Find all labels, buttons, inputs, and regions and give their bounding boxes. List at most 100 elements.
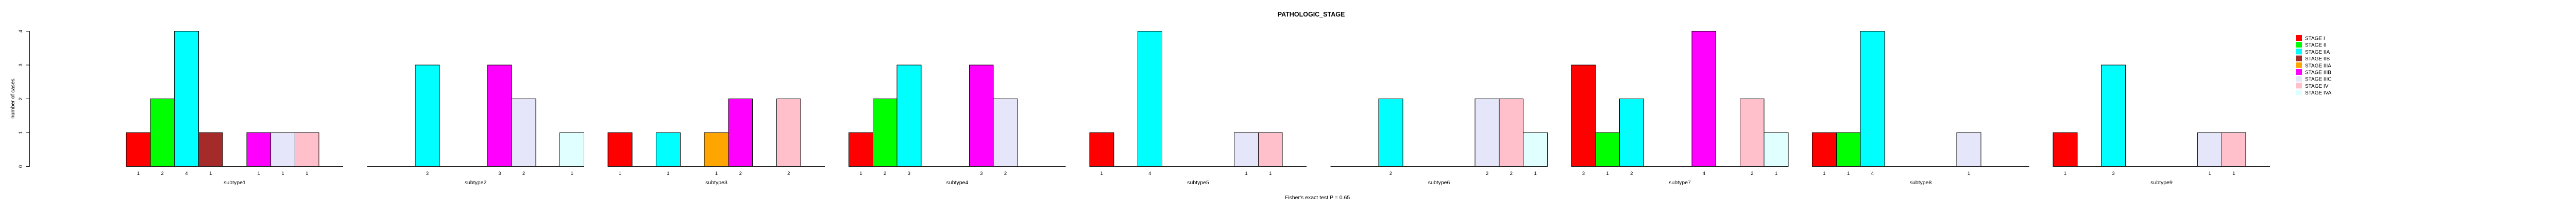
- bar-count-label: 1: [1245, 171, 1247, 176]
- bar-count-label: 2: [1389, 171, 1392, 176]
- legend-swatch-stage-iiia: [2296, 62, 2302, 68]
- bar-count-label: 1: [2232, 171, 2235, 176]
- bar-subtype1-stage-iv: [294, 132, 319, 167]
- bar-subtype8-stage-i: [1812, 132, 1837, 167]
- bar-subtype2-stage-iia: [415, 65, 440, 167]
- bar-count-label: 2: [1630, 171, 1633, 176]
- legend-swatch-stage-iib: [2296, 55, 2302, 61]
- bar-subtype5-stage-iia: [1138, 31, 1162, 167]
- bar-subtype5-stage-i: [1089, 132, 1114, 167]
- legend-swatch-stage-iia: [2296, 49, 2302, 55]
- bar-count-label: 3: [498, 171, 501, 176]
- bar-subtype7-stage-iia: [1619, 99, 1644, 167]
- bar-subtype9-stage-iia: [2101, 65, 2126, 167]
- bar-count-label: 2: [161, 171, 164, 176]
- bar-count-label: 2: [1751, 171, 1753, 176]
- x-axis-group-label: subtype3: [705, 180, 727, 186]
- bar-count-label: 2: [1486, 171, 1488, 176]
- bar-count-label: 3: [2112, 171, 2114, 176]
- bar-subtype7-stage-ii: [1595, 132, 1620, 167]
- bar-count-label: 1: [2064, 171, 2066, 176]
- bar-count-label: 4: [1871, 171, 1874, 176]
- bar-count-label: 1: [1823, 171, 1825, 176]
- chart-title: PATHOLOGIC_STAGE: [1278, 11, 1345, 18]
- bar-count-label: 1: [281, 171, 284, 176]
- bar-group-subtype3: 1 1 1 2 2 subtype3: [607, 99, 825, 186]
- x-axis-group-label: subtype7: [1669, 180, 1691, 186]
- bar-group-subtype6: 2 2 2 1 subtype6: [1330, 99, 1548, 186]
- fisher-test-caption: Fisher's exact test P = 0.65: [1285, 195, 1350, 201]
- bar-subtype1-stage-iiic: [270, 132, 295, 167]
- bar-count-label: 2: [1004, 171, 1007, 176]
- bar-subtype3-stage-iv: [776, 99, 801, 167]
- legend-swatch-stage-iva: [2296, 89, 2302, 95]
- bar-count-label: 3: [426, 171, 429, 176]
- bar-group-subtype1: 1 2 4 1 1 1 1 subtype1: [126, 31, 343, 186]
- legend-label-stage-iv: STAGE IV: [2305, 84, 2329, 89]
- bar-count-label: 2: [884, 171, 886, 176]
- bar-subtype9-stage-iiic: [2197, 132, 2222, 167]
- x-axis-group-label: subtype8: [1910, 180, 1932, 186]
- bar-group-subtype8: 1 1 4 1 subtype8: [1812, 31, 2029, 186]
- bar-subtype8-stage-iia: [1860, 31, 1885, 167]
- bar-count-label: 1: [258, 171, 260, 176]
- bar-count-label: 1: [209, 171, 212, 176]
- legend-label-stage-i: STAGE I: [2305, 36, 2325, 42]
- bar-count-label: 1: [667, 171, 669, 176]
- bar-subtype3-stage-i: [607, 132, 633, 167]
- bar-count-label: 1: [570, 171, 573, 176]
- bar-subtype4-stage-i: [849, 132, 873, 167]
- bar-subtype7-stage-iv: [1739, 99, 1765, 167]
- bar-subtype7-stage-iva: [1764, 132, 1789, 167]
- bar-count-label: 4: [1148, 171, 1151, 176]
- bar-count-label: 1: [1534, 171, 1536, 176]
- bar-group-subtype7: 3 1 2 4 2 1 subtype7: [1571, 31, 1789, 186]
- bar-subtype5-stage-iiic: [1234, 132, 1259, 167]
- bar-group-subtype4: 1 2 3 3 2 subtype4: [849, 65, 1066, 186]
- bar-subtype6-stage-iiic: [1475, 99, 1500, 167]
- legend-label-stage-iiib: STAGE IIIB: [2305, 70, 2331, 76]
- x-axis-group-label: subtype1: [224, 180, 246, 186]
- bar-count-label: 4: [185, 171, 188, 176]
- legend-label-stage-iib: STAGE IIB: [2305, 56, 2330, 62]
- bar-subtype1-stage-iiib: [246, 132, 272, 167]
- bar-subtype2-stage-iiib: [487, 65, 512, 167]
- y-axis-tick-label: 1: [18, 131, 24, 134]
- bar-subtype6-stage-iva: [1523, 132, 1548, 167]
- bar-count-label: 3: [1582, 171, 1585, 176]
- y-axis-tick-label: 0: [18, 165, 24, 168]
- bar-subtype6-stage-iv: [1499, 99, 1524, 167]
- y-axis-title: number of cases: [10, 78, 16, 119]
- bar-subtype8-stage-ii: [1836, 132, 1861, 167]
- legend-label-stage-iva: STAGE IVA: [2305, 90, 2332, 96]
- bar-subtype8-stage-iiic: [1956, 132, 1981, 167]
- legend-swatch-stage-iv: [2296, 83, 2302, 89]
- x-axis-group-label: subtype6: [1428, 180, 1450, 186]
- bar-count-label: 2: [522, 171, 525, 176]
- bar-subtype1-stage-iia: [174, 31, 199, 167]
- bar-subtype1-stage-iib: [198, 132, 223, 167]
- bar-subtype7-stage-iiib: [1691, 31, 1717, 167]
- bar-count-label: 1: [1968, 171, 1970, 176]
- bar-count-label: 2: [1510, 171, 1513, 176]
- bar-count-label: 3: [980, 171, 982, 176]
- legend-swatch-stage-i: [2296, 35, 2302, 41]
- bar-subtype5-stage-iv: [1258, 132, 1283, 167]
- bar-count-label: 4: [1703, 171, 1705, 176]
- legend-label-stage-iia: STAGE IIA: [2305, 50, 2330, 55]
- bar-count-label: 1: [1269, 171, 1272, 176]
- bar-count-label: 1: [859, 171, 862, 176]
- legend-swatch-stage-iiib: [2296, 69, 2302, 75]
- y-axis: 0 1 2 3 4: [18, 30, 30, 168]
- bar-subtype3-stage-iia: [656, 132, 681, 167]
- bar-subtype2-stage-iiic: [511, 99, 536, 167]
- bar-subtype4-stage-iiib: [969, 65, 994, 167]
- legend-swatch-stage-iiic: [2296, 76, 2302, 82]
- bar-group-subtype2: 3 3 2 1 subtype2: [367, 65, 584, 186]
- legend-label-stage-iiia: STAGE IIIA: [2305, 63, 2331, 69]
- bar-subtype9-stage-i: [2053, 132, 2078, 167]
- bar-count-label: 1: [1606, 171, 1609, 176]
